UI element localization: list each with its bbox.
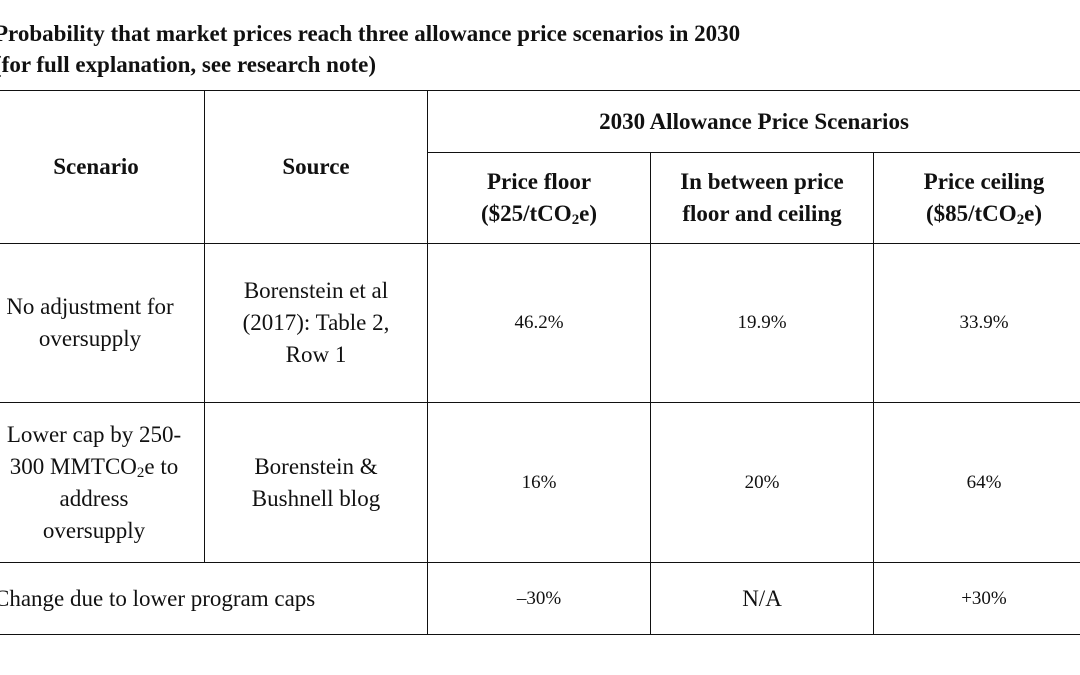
change-row-price-ceiling: +30%	[961, 587, 1007, 609]
row-2-source-line-2: Bushnell blog	[251, 485, 381, 511]
row-1-scenario-line-1: No adjustment for	[6, 294, 174, 319]
header-price-floor-line-2: ($25/tCO2e)	[480, 201, 598, 228]
rule-row-2-bottom	[0, 562, 1080, 564]
change-row-price-floor: –30%	[516, 587, 562, 609]
row-1-in-between: 19.9%	[737, 312, 787, 333]
table-title: Probability that market prices reach thr…	[0, 18, 1074, 80]
change-row-label: Change due to lower program caps	[0, 585, 316, 611]
header-source-label: Source	[282, 154, 350, 179]
header-in-between-line-2: floor and ceiling	[682, 201, 842, 226]
rule-row-1-bottom	[0, 402, 1080, 404]
row-1-price-ceiling: 33.9%	[959, 312, 1009, 333]
row-1-price-floor: 46.2%	[514, 312, 564, 333]
row-2-source: Borenstein & Bushnell blog	[205, 403, 427, 562]
header-scenario: Scenario	[0, 91, 204, 243]
rule-col-floor	[650, 152, 652, 635]
row-2-scenario-line-1: Lower cap by 250-	[6, 421, 182, 447]
row-2-price-floor: 16%	[521, 471, 557, 493]
row-2-scenario: Lower cap by 250- 300 MMTCO2e to address…	[0, 403, 212, 562]
change-row-in-between: N/A	[742, 585, 782, 611]
title-line-1: Probability that market prices reach thr…	[0, 21, 741, 46]
title-line-2: (for full explanation, see research note…	[0, 52, 377, 77]
rule-top	[0, 90, 1080, 92]
header-group-label: 2030 Allowance Price Scenarios	[599, 108, 909, 134]
row-2-source-line-1: Borenstein &	[254, 453, 378, 479]
rule-col-scenario	[204, 90, 206, 562]
row-2-scenario-line-3: address	[59, 485, 129, 511]
rule-header-bottom	[0, 243, 1080, 245]
header-price-ceiling-line-1: Price ceiling	[923, 169, 1045, 194]
row-1-source: Borenstein et al (2017): Table 2, Row 1	[205, 244, 427, 402]
header-group: 2030 Allowance Price Scenarios	[428, 91, 1080, 152]
row-1-source-line-1: Borenstein et al	[243, 278, 389, 303]
header-price-floor-line-1: Price floor	[486, 169, 592, 194]
rule-subheader	[427, 152, 1080, 154]
header-price-ceiling: Price ceiling ($85/tCO2e)	[874, 153, 1080, 243]
row-2-scenario-line-4: oversupply	[42, 517, 146, 543]
rule-col-source	[427, 90, 429, 635]
rule-col-between	[873, 152, 875, 635]
header-price-floor: Price floor ($25/tCO2e)	[428, 153, 650, 243]
row-1-scenario-line-2: oversupply	[38, 326, 142, 351]
header-in-between: In between price floor and ceiling	[651, 153, 873, 243]
header-scenario-label: Scenario	[53, 154, 139, 179]
rule-bottom	[0, 634, 1080, 636]
row-2-price-ceiling: 64%	[966, 471, 1002, 493]
header-in-between-line-1: In between price	[680, 169, 844, 194]
row-2-scenario-line-2: 300 MMTCO2e to	[9, 453, 179, 481]
header-price-ceiling-line-2: ($85/tCO2e)	[925, 201, 1043, 228]
row-1-source-line-2: (2017): Table 2,	[242, 310, 390, 335]
row-1-scenario: No adjustment for oversupply	[0, 244, 204, 402]
row-1-source-line-3: Row 1	[285, 342, 347, 367]
header-source: Source	[205, 91, 427, 243]
row-2-in-between: 20%	[744, 471, 780, 493]
